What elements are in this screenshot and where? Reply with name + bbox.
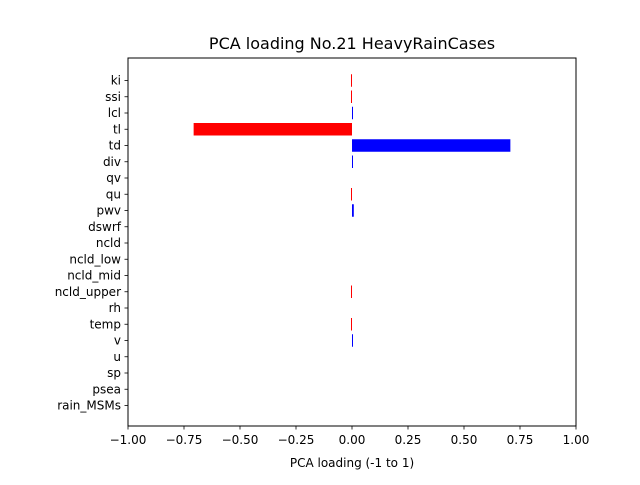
- y-tick-label-v: v: [114, 334, 121, 348]
- bar-tl: [193, 123, 352, 136]
- y-tick-label-dswrf: dswrf: [88, 220, 122, 234]
- bar-pwv: [352, 204, 354, 217]
- chart-title: PCA loading No.21 HeavyRainCases: [209, 34, 495, 53]
- bar-v: [352, 334, 353, 347]
- x-tick-label: 0.75: [507, 433, 534, 447]
- y-tick-label-qu: qu: [106, 187, 121, 201]
- y-tick-label-u: u: [113, 350, 121, 364]
- x-tick-label: −0.25: [278, 433, 315, 447]
- x-tick-label: 0.25: [395, 433, 422, 447]
- x-tick-label: 1.00: [563, 433, 590, 447]
- y-tick-label-temp: temp: [90, 317, 121, 331]
- x-tick-label: −0.75: [166, 433, 203, 447]
- x-ticks-group: −1.00 −0.75 −0.50 −0.25 0.00 0.25 0.50 0.75 1.00: [110, 426, 590, 447]
- y-tick-label-qv: qv: [106, 171, 121, 185]
- y-tick-label-rh: rh: [109, 301, 121, 315]
- bar-td: [352, 139, 511, 152]
- y-ticks-group: ki ssi lcl tl td div qv qu pwv dswrf ncld ncld_lown…: [55, 74, 128, 413]
- bar-ki: [351, 74, 352, 87]
- bar-qu: [351, 188, 352, 201]
- x-tick-label: 0.00: [339, 433, 366, 447]
- x-tick-label: −0.50: [222, 433, 259, 447]
- y-tick-label-td: td: [109, 139, 121, 153]
- y-tick-label-tl: tl: [113, 122, 121, 136]
- y-tick-label-lcl: lcl: [108, 106, 121, 120]
- y-tick-label-ki: ki: [111, 74, 121, 88]
- bar-ncld_upper: [351, 285, 352, 298]
- y-tick-label-div: div: [103, 155, 121, 169]
- bar-div: [352, 155, 353, 168]
- y-tick-label-ssi: ssi: [105, 90, 121, 104]
- y-tick-label-sp: sp: [107, 366, 121, 380]
- bar-lcl: [352, 106, 353, 120]
- y-tick-label-ncld_upper: ncld_upper: [55, 285, 121, 299]
- y-tick-label-pwv: pwv: [96, 204, 121, 218]
- y-tick-label-ncld_mid: ncld_mid: [67, 269, 121, 283]
- x-tick-label: 0.50: [451, 433, 478, 447]
- y-tick-label-rain_MSMs: rain_MSMs: [57, 399, 121, 413]
- y-tick-label-ncld_low: ncld_low: [69, 252, 121, 266]
- bar-temp: [351, 318, 352, 331]
- y-tick-label-ncld: ncld: [96, 236, 121, 250]
- x-axis-label: PCA loading (-1 to 1): [290, 456, 414, 470]
- bars-group: [193, 74, 511, 347]
- y-tick-label-psea: psea: [92, 382, 121, 396]
- bar-ssi: [351, 90, 352, 103]
- x-tick-label: −1.00: [110, 433, 147, 447]
